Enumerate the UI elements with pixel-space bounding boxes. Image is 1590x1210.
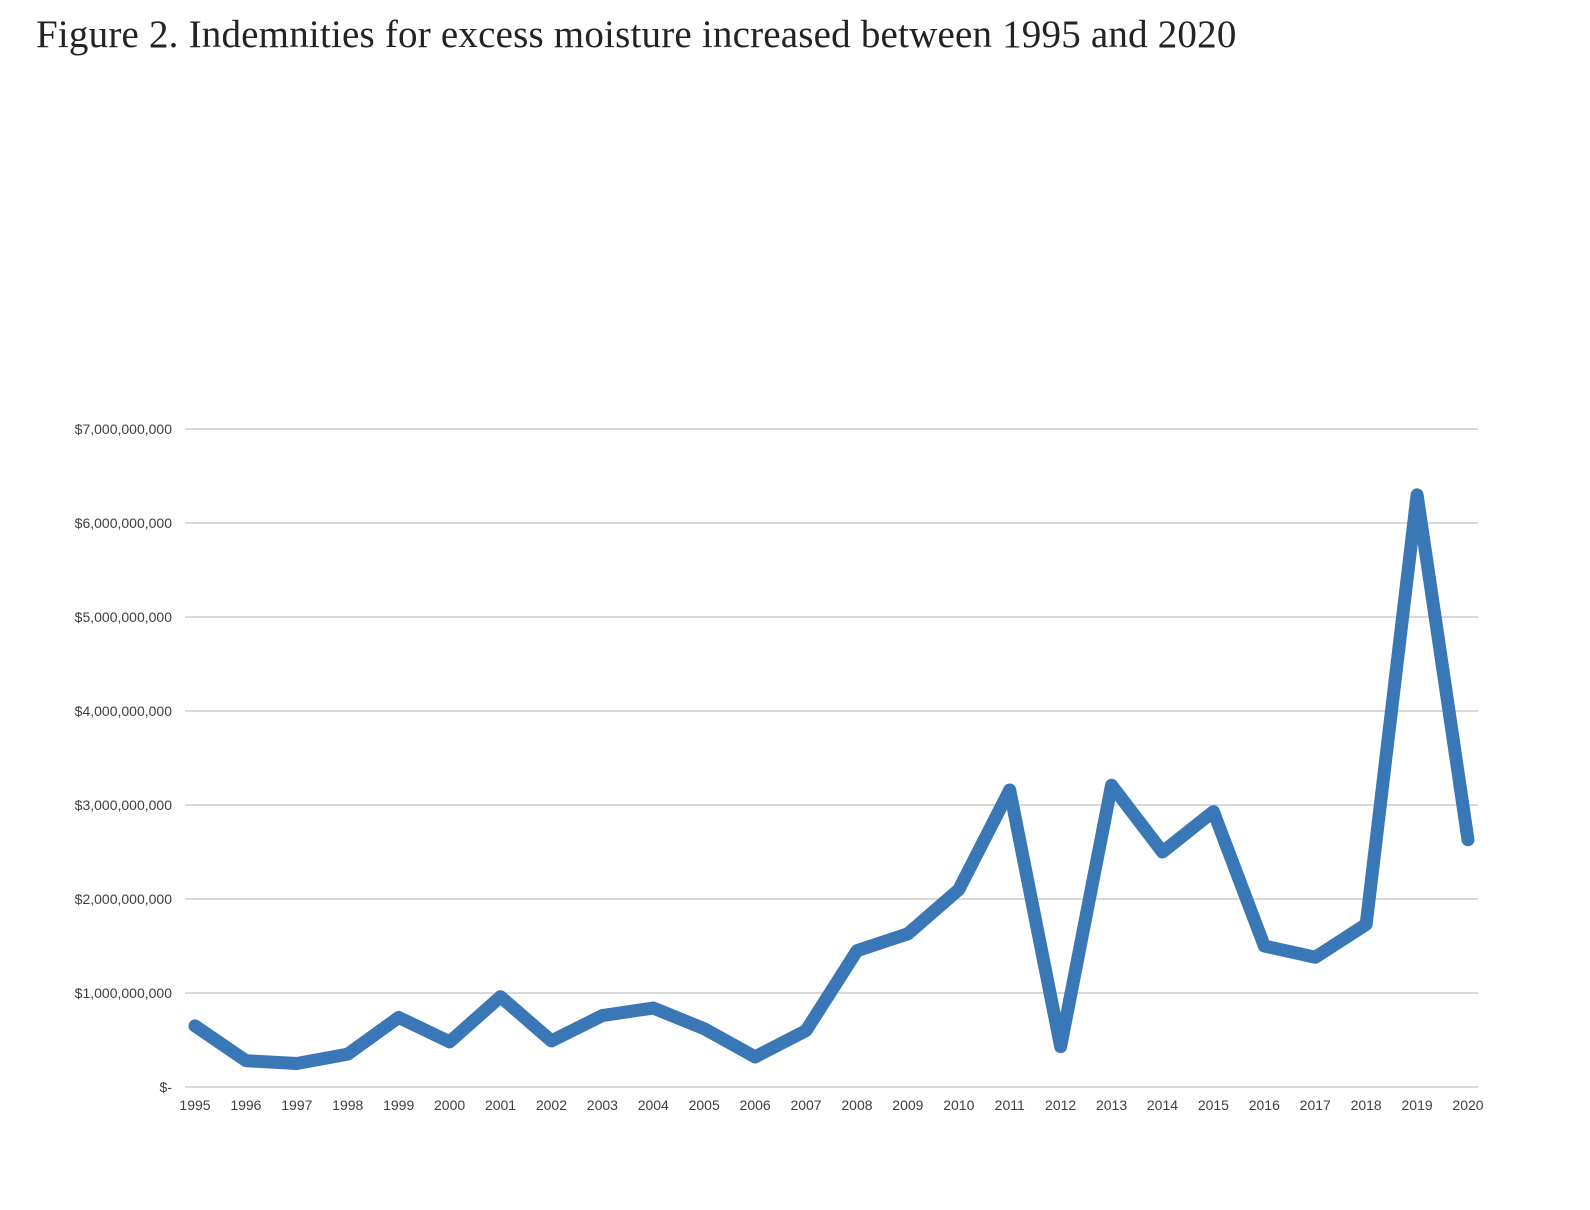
x-tick-label: 2008: [841, 1097, 872, 1113]
x-tick-label: 2006: [740, 1097, 771, 1113]
y-tick-label: $5,000,000,000: [75, 609, 173, 625]
x-tick-label: 1995: [179, 1097, 210, 1113]
x-tick-label: 2000: [434, 1097, 465, 1113]
y-tick-label: $2,000,000,000: [75, 891, 173, 907]
data-series-line: [188, 488, 1475, 1070]
x-tick-label: 2001: [485, 1097, 516, 1113]
y-tick-label: $1,000,000,000: [75, 985, 173, 1001]
x-tick-label: 2002: [536, 1097, 567, 1113]
x-tick-label: 1996: [230, 1097, 261, 1113]
x-tick-label: 2005: [689, 1097, 720, 1113]
x-tick-label: 2018: [1351, 1097, 1382, 1113]
x-tick-label: 2019: [1402, 1097, 1433, 1113]
x-tick-label: 1997: [281, 1097, 312, 1113]
x-tick-label: 2004: [638, 1097, 669, 1113]
x-tick-label: 2007: [790, 1097, 821, 1113]
x-tick-label: 2017: [1300, 1097, 1331, 1113]
y-tick-label: $3,000,000,000: [75, 797, 173, 813]
y-tick-label: $6,000,000,000: [75, 515, 173, 531]
x-tick-label: 2013: [1096, 1097, 1127, 1113]
x-tick-label: 2010: [943, 1097, 974, 1113]
x-tick-label: 2012: [1045, 1097, 1076, 1113]
x-tick-label: 2016: [1249, 1097, 1280, 1113]
x-tick-label: 2020: [1452, 1097, 1483, 1113]
x-tick-label: 1998: [332, 1097, 363, 1113]
figure-title: Figure 2. Indemnities for excess moistur…: [36, 13, 1237, 56]
x-tick-label: 2015: [1198, 1097, 1229, 1113]
x-tick-label: 2003: [587, 1097, 618, 1113]
x-tick-label: 2009: [892, 1097, 923, 1113]
x-tick-label: 2014: [1147, 1097, 1178, 1113]
y-tick-label: $7,000,000,000: [75, 421, 173, 437]
y-tick-label: $4,000,000,000: [75, 703, 173, 719]
x-tick-label: 1999: [383, 1097, 414, 1113]
x-tick-label: 2011: [995, 1097, 1025, 1113]
y-tick-label: $-: [160, 1079, 173, 1095]
